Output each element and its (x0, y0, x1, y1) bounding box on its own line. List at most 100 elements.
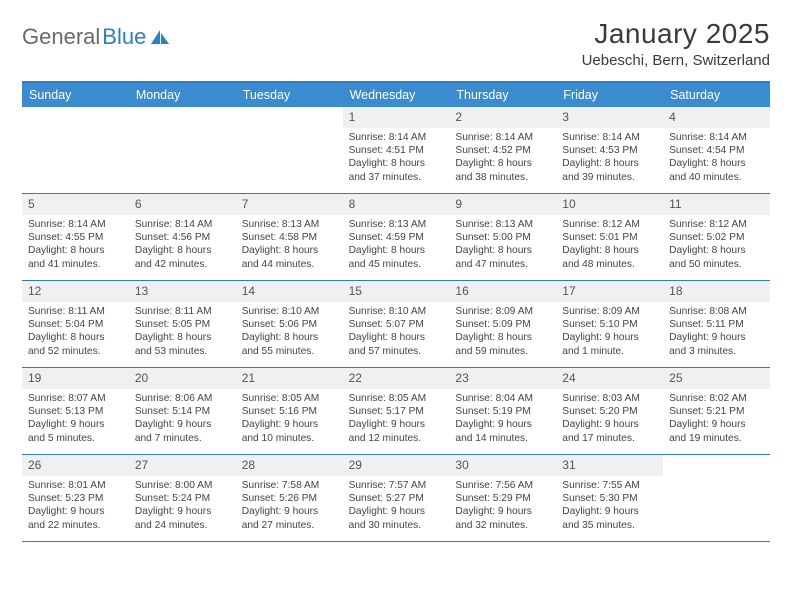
sunrise-line: Sunrise: 8:02 AM (669, 392, 764, 405)
sunrise-line: Sunrise: 8:06 AM (135, 392, 230, 405)
day-number: 13 (129, 281, 236, 302)
daylight-line: Daylight: 8 hours and 37 minutes. (349, 157, 444, 183)
daylight-line: Daylight: 9 hours and 35 minutes. (562, 505, 657, 531)
sunset-line: Sunset: 4:56 PM (135, 231, 230, 244)
day-cell: 17Sunrise: 8:09 AMSunset: 5:10 PMDayligh… (556, 281, 663, 367)
day-cell: 1 Sunrise: 8:14 AMSunset: 4:51 PMDaylight… (343, 107, 450, 193)
sunrise-line: Sunrise: 8:09 AM (455, 305, 550, 318)
day-number: 31 (556, 455, 663, 476)
sunset-line: Sunset: 5:29 PM (455, 492, 550, 505)
day-cell: 11Sunrise: 8:12 AMSunset: 5:02 PMDayligh… (663, 194, 770, 280)
sunset-line: Sunset: 5:01 PM (562, 231, 657, 244)
sunset-line: Sunset: 5:26 PM (242, 492, 337, 505)
day-number: 7 (236, 194, 343, 215)
sunset-line: Sunset: 5:02 PM (669, 231, 764, 244)
day-cell: 21Sunrise: 8:05 AMSunset: 5:16 PMDayligh… (236, 368, 343, 454)
week-row: 26Sunrise: 8:01 AMSunset: 5:23 PMDayligh… (22, 455, 770, 542)
daylight-line: Daylight: 9 hours and 12 minutes. (349, 418, 444, 444)
day-number: 24 (556, 368, 663, 389)
day-number: 17 (556, 281, 663, 302)
sunset-line: Sunset: 5:23 PM (28, 492, 123, 505)
logo-sail-icon (150, 29, 170, 45)
daylight-line: Daylight: 8 hours and 48 minutes. (562, 244, 657, 270)
sunrise-line: Sunrise: 8:05 AM (349, 392, 444, 405)
daylight-line: Daylight: 8 hours and 38 minutes. (455, 157, 550, 183)
day-header: Monday (129, 83, 236, 107)
week-row: 19Sunrise: 8:07 AMSunset: 5:13 PMDayligh… (22, 368, 770, 455)
day-number: 1 (343, 107, 450, 128)
sunset-line: Sunset: 4:54 PM (669, 144, 764, 157)
sunset-line: Sunset: 5:00 PM (455, 231, 550, 244)
sunrise-line: Sunrise: 8:14 AM (562, 131, 657, 144)
sunset-line: Sunset: 4:55 PM (28, 231, 123, 244)
daylight-line: Daylight: 9 hours and 1 minute. (562, 331, 657, 357)
day-cell: 20Sunrise: 8:06 AMSunset: 5:14 PMDayligh… (129, 368, 236, 454)
day-number: 18 (663, 281, 770, 302)
sunrise-line: Sunrise: 7:56 AM (455, 479, 550, 492)
sunrise-line: Sunrise: 8:12 AM (669, 218, 764, 231)
daylight-line: Daylight: 8 hours and 45 minutes. (349, 244, 444, 270)
day-cell: 4Sunrise: 8:14 AMSunset: 4:54 PMDaylight… (663, 107, 770, 193)
title-block: January 2025 Uebeschi, Bern, Switzerland (582, 18, 770, 69)
day-number: 14 (236, 281, 343, 302)
sunset-line: Sunset: 5:17 PM (349, 405, 444, 418)
sunset-line: Sunset: 4:59 PM (349, 231, 444, 244)
day-number: 22 (343, 368, 450, 389)
day-cell: 25Sunrise: 8:02 AMSunset: 5:21 PMDayligh… (663, 368, 770, 454)
day-number: 3 (556, 107, 663, 128)
sunrise-line: Sunrise: 7:57 AM (349, 479, 444, 492)
sunset-line: Sunset: 4:51 PM (349, 144, 444, 157)
daylight-line: Daylight: 9 hours and 17 minutes. (562, 418, 657, 444)
location: Uebeschi, Bern, Switzerland (582, 52, 770, 69)
day-number: 27 (129, 455, 236, 476)
day-cell: 7Sunrise: 8:13 AMSunset: 4:58 PMDaylight… (236, 194, 343, 280)
day-number: 30 (449, 455, 556, 476)
day-number: 10 (556, 194, 663, 215)
daylight-line: Daylight: 9 hours and 22 minutes. (28, 505, 123, 531)
day-cell: 5 Sunrise: 8:14 AMSunset: 4:55 PMDaylight… (22, 194, 129, 280)
sunrise-line: Sunrise: 7:58 AM (242, 479, 337, 492)
daylight-line: Daylight: 8 hours and 59 minutes. (455, 331, 550, 357)
daylight-line: Daylight: 8 hours and 53 minutes. (135, 331, 230, 357)
day-number: 25 (663, 368, 770, 389)
empty-cell (22, 107, 129, 193)
sunrise-line: Sunrise: 8:10 AM (242, 305, 337, 318)
sunrise-line: Sunrise: 8:14 AM (135, 218, 230, 231)
sunrise-line: Sunrise: 8:14 AM (28, 218, 123, 231)
day-cell: 24Sunrise: 8:03 AMSunset: 5:20 PMDayligh… (556, 368, 663, 454)
day-cell: 2Sunrise: 8:14 AMSunset: 4:52 PMDaylight… (449, 107, 556, 193)
day-cell: 9Sunrise: 8:13 AMSunset: 5:00 PMDaylight… (449, 194, 556, 280)
day-number: 9 (449, 194, 556, 215)
daylight-line: Daylight: 9 hours and 7 minutes. (135, 418, 230, 444)
calendar: Sunday Monday Tuesday Wednesday Thursday… (22, 81, 770, 542)
day-cell: 31Sunrise: 7:55 AMSunset: 5:30 PMDayligh… (556, 455, 663, 541)
sunset-line: Sunset: 4:53 PM (562, 144, 657, 157)
sunrise-line: Sunrise: 7:55 AM (562, 479, 657, 492)
daylight-line: Daylight: 9 hours and 32 minutes. (455, 505, 550, 531)
sunset-line: Sunset: 5:10 PM (562, 318, 657, 331)
week-row: 1Sunrise: 8:14 AMSunset: 4:51 PMDaylight… (22, 107, 770, 194)
sunset-line: Sunset: 5:27 PM (349, 492, 444, 505)
sunset-line: Sunset: 5:19 PM (455, 405, 550, 418)
day-number: 12 (22, 281, 129, 302)
sunset-line: Sunset: 5:06 PM (242, 318, 337, 331)
sunset-line: Sunset: 5:20 PM (562, 405, 657, 418)
daylight-line: Daylight: 8 hours and 55 minutes. (242, 331, 337, 357)
sunset-line: Sunset: 5:13 PM (28, 405, 123, 418)
day-number: 21 (236, 368, 343, 389)
sunrise-line: Sunrise: 8:14 AM (349, 131, 444, 144)
day-number: 5 (22, 194, 129, 215)
daylight-line: Daylight: 9 hours and 10 minutes. (242, 418, 337, 444)
day-cell: 28Sunrise: 7:58 AMSunset: 5:26 PMDayligh… (236, 455, 343, 541)
logo-word-2: Blue (102, 24, 146, 50)
day-cell: 6Sunrise: 8:14 AMSunset: 4:56 PMDaylight… (129, 194, 236, 280)
sunrise-line: Sunrise: 8:14 AM (455, 131, 550, 144)
empty-cell (236, 107, 343, 193)
logo: GeneralBlue (22, 18, 170, 50)
sunrise-line: Sunrise: 8:14 AM (669, 131, 764, 144)
daylight-line: Daylight: 8 hours and 41 minutes. (28, 244, 123, 270)
sunrise-line: Sunrise: 8:13 AM (455, 218, 550, 231)
day-header: Tuesday (236, 83, 343, 107)
daylight-line: Daylight: 8 hours and 40 minutes. (669, 157, 764, 183)
sunrise-line: Sunrise: 8:07 AM (28, 392, 123, 405)
